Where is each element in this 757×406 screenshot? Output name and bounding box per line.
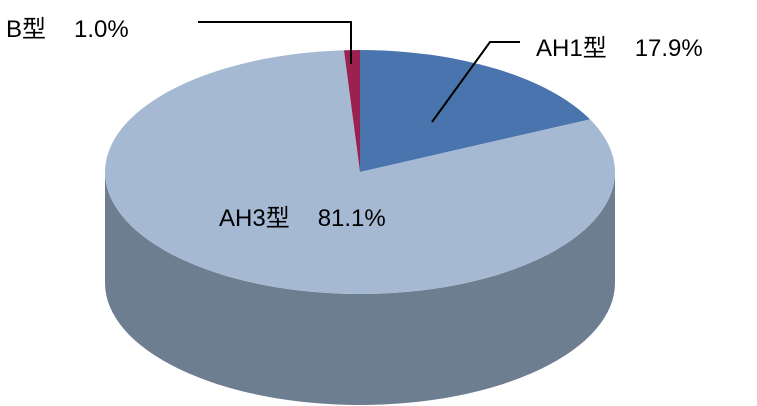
slice-name-b: B型 <box>6 16 46 43</box>
slice-value-b: 1.0% <box>74 16 129 43</box>
slice-name-ah3: AH3型 <box>219 205 290 232</box>
slice-value-ah3: 81.1% <box>318 205 386 232</box>
slice-value-ah1: 17.9% <box>635 35 703 62</box>
slice-label-b: B型 1.0% <box>6 16 129 43</box>
slice-label-ah1: AH1型 17.9% <box>536 35 703 62</box>
slice-name-ah1: AH1型 <box>536 35 607 62</box>
pie-slice-layer <box>105 50 615 294</box>
